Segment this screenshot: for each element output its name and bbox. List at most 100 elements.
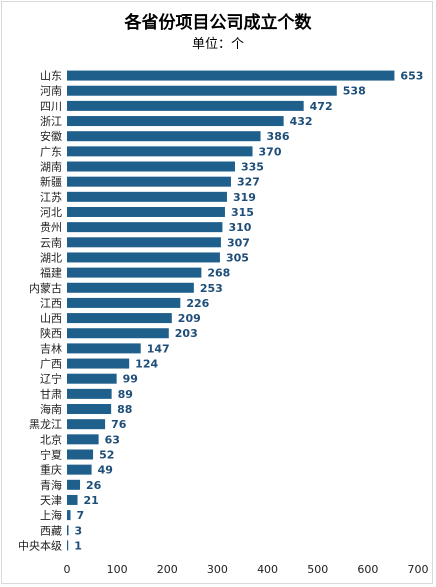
- x-tick-label-0: 0: [64, 563, 71, 576]
- category-label-10: 贵州: [40, 221, 62, 234]
- bar-6: [67, 161, 235, 172]
- value-label-25: 52: [99, 448, 114, 461]
- bar-23: [67, 419, 106, 430]
- value-label-19: 124: [135, 358, 158, 371]
- value-label-4: 386: [267, 130, 290, 143]
- bar-13: [67, 267, 202, 278]
- category-label-21: 甘肃: [40, 388, 62, 401]
- value-label-0: 653: [400, 70, 423, 83]
- chart-title: 各省份项目公司成立个数: [124, 13, 312, 33]
- value-label-31: 1: [74, 539, 82, 552]
- value-label-10: 310: [228, 221, 251, 234]
- category-label-1: 河南: [40, 85, 62, 98]
- category-label-24: 北京: [40, 432, 62, 446]
- bar-10: [67, 222, 223, 233]
- value-label-16: 209: [178, 312, 201, 325]
- value-label-24: 63: [105, 433, 120, 446]
- category-label-2: 四川: [40, 100, 62, 113]
- bar-11: [67, 237, 221, 248]
- value-label-21: 89: [118, 388, 133, 401]
- value-label-17: 203: [175, 327, 198, 340]
- bar-28: [67, 494, 78, 505]
- bar-30: [67, 525, 69, 536]
- chart-subtitle: 单位：个: [191, 37, 244, 52]
- category-label-31: 中央本级: [18, 538, 62, 552]
- x-tick-label-1: 100: [107, 563, 128, 576]
- x-tick-label-5: 500: [307, 563, 328, 576]
- value-label-6: 335: [241, 161, 264, 174]
- category-label-3: 浙江: [40, 115, 62, 128]
- x-tick-label-3: 300: [207, 563, 228, 576]
- value-label-1: 538: [343, 85, 366, 98]
- category-label-11: 云南: [40, 236, 62, 249]
- bar-1: [67, 85, 337, 96]
- bar-20: [67, 373, 117, 384]
- value-label-30: 3: [75, 524, 83, 537]
- value-label-28: 21: [84, 494, 99, 507]
- category-label-28: 天津: [40, 494, 62, 507]
- category-label-22: 海南: [40, 402, 62, 416]
- value-label-15: 226: [186, 297, 209, 310]
- category-label-26: 重庆: [40, 463, 62, 477]
- category-label-12: 湖北: [40, 251, 62, 264]
- bar-15: [67, 297, 181, 308]
- bar-24: [67, 434, 99, 445]
- category-label-18: 吉林: [40, 341, 62, 355]
- value-label-8: 319: [233, 191, 256, 204]
- value-label-29: 7: [77, 509, 85, 522]
- bar-18: [67, 343, 141, 354]
- bar-14: [67, 282, 194, 293]
- value-label-22: 88: [117, 403, 132, 416]
- bar-5: [67, 146, 253, 157]
- value-label-9: 315: [231, 206, 254, 219]
- category-label-19: 广西: [40, 358, 62, 371]
- bar-21: [67, 388, 112, 399]
- bar-31: [67, 540, 69, 551]
- bar-26: [67, 464, 92, 475]
- bar-16: [67, 313, 172, 324]
- x-tick-label-4: 400: [257, 563, 278, 576]
- bar-7: [67, 176, 231, 187]
- category-label-7: 新疆: [40, 175, 62, 189]
- value-label-13: 268: [207, 267, 230, 280]
- category-label-5: 广东: [40, 145, 62, 158]
- bar-9: [67, 206, 225, 217]
- category-label-20: 辽宁: [40, 372, 62, 386]
- category-label-15: 江西: [40, 297, 62, 310]
- value-label-2: 472: [310, 100, 333, 113]
- bar-22: [67, 404, 112, 415]
- category-label-0: 山东: [40, 70, 62, 83]
- bar-12: [67, 252, 220, 263]
- category-label-6: 湖南: [40, 161, 62, 174]
- category-label-14: 内蒙古: [29, 281, 62, 295]
- x-tick-label-2: 200: [157, 563, 178, 576]
- x-tick-label-6: 600: [357, 563, 378, 576]
- category-label-16: 山西: [40, 312, 62, 325]
- category-label-13: 福建: [40, 266, 62, 280]
- bar-4: [67, 131, 261, 142]
- category-label-17: 陕西: [40, 326, 62, 340]
- category-label-27: 青海: [40, 478, 62, 492]
- category-label-23: 黑龙江: [29, 418, 62, 431]
- category-labels-group: 山东河南四川浙江安徽广东湖南新疆江苏河北贵州云南湖北福建内蒙古江西山西陕西吉林广…: [18, 70, 62, 553]
- bar-17: [67, 328, 169, 339]
- x-tick-label-7: 700: [408, 563, 429, 576]
- value-label-26: 49: [98, 464, 113, 477]
- category-label-30: 西藏: [40, 524, 62, 537]
- value-label-7: 327: [237, 176, 260, 189]
- x-axis-ticks-group: 0 100 200 300 400 500 600 700: [64, 563, 429, 576]
- bar-0: [67, 70, 395, 81]
- bars-group: [67, 70, 395, 551]
- category-label-29: 上海: [40, 508, 62, 522]
- bar-29: [67, 510, 71, 521]
- bar-2: [67, 100, 304, 111]
- value-label-20: 99: [123, 373, 138, 386]
- value-label-23: 76: [111, 418, 127, 431]
- category-label-9: 河北: [40, 206, 62, 219]
- value-label-14: 253: [200, 282, 223, 295]
- category-label-4: 安徽: [40, 129, 62, 143]
- bar-25: [67, 449, 94, 460]
- value-label-18: 147: [147, 342, 170, 355]
